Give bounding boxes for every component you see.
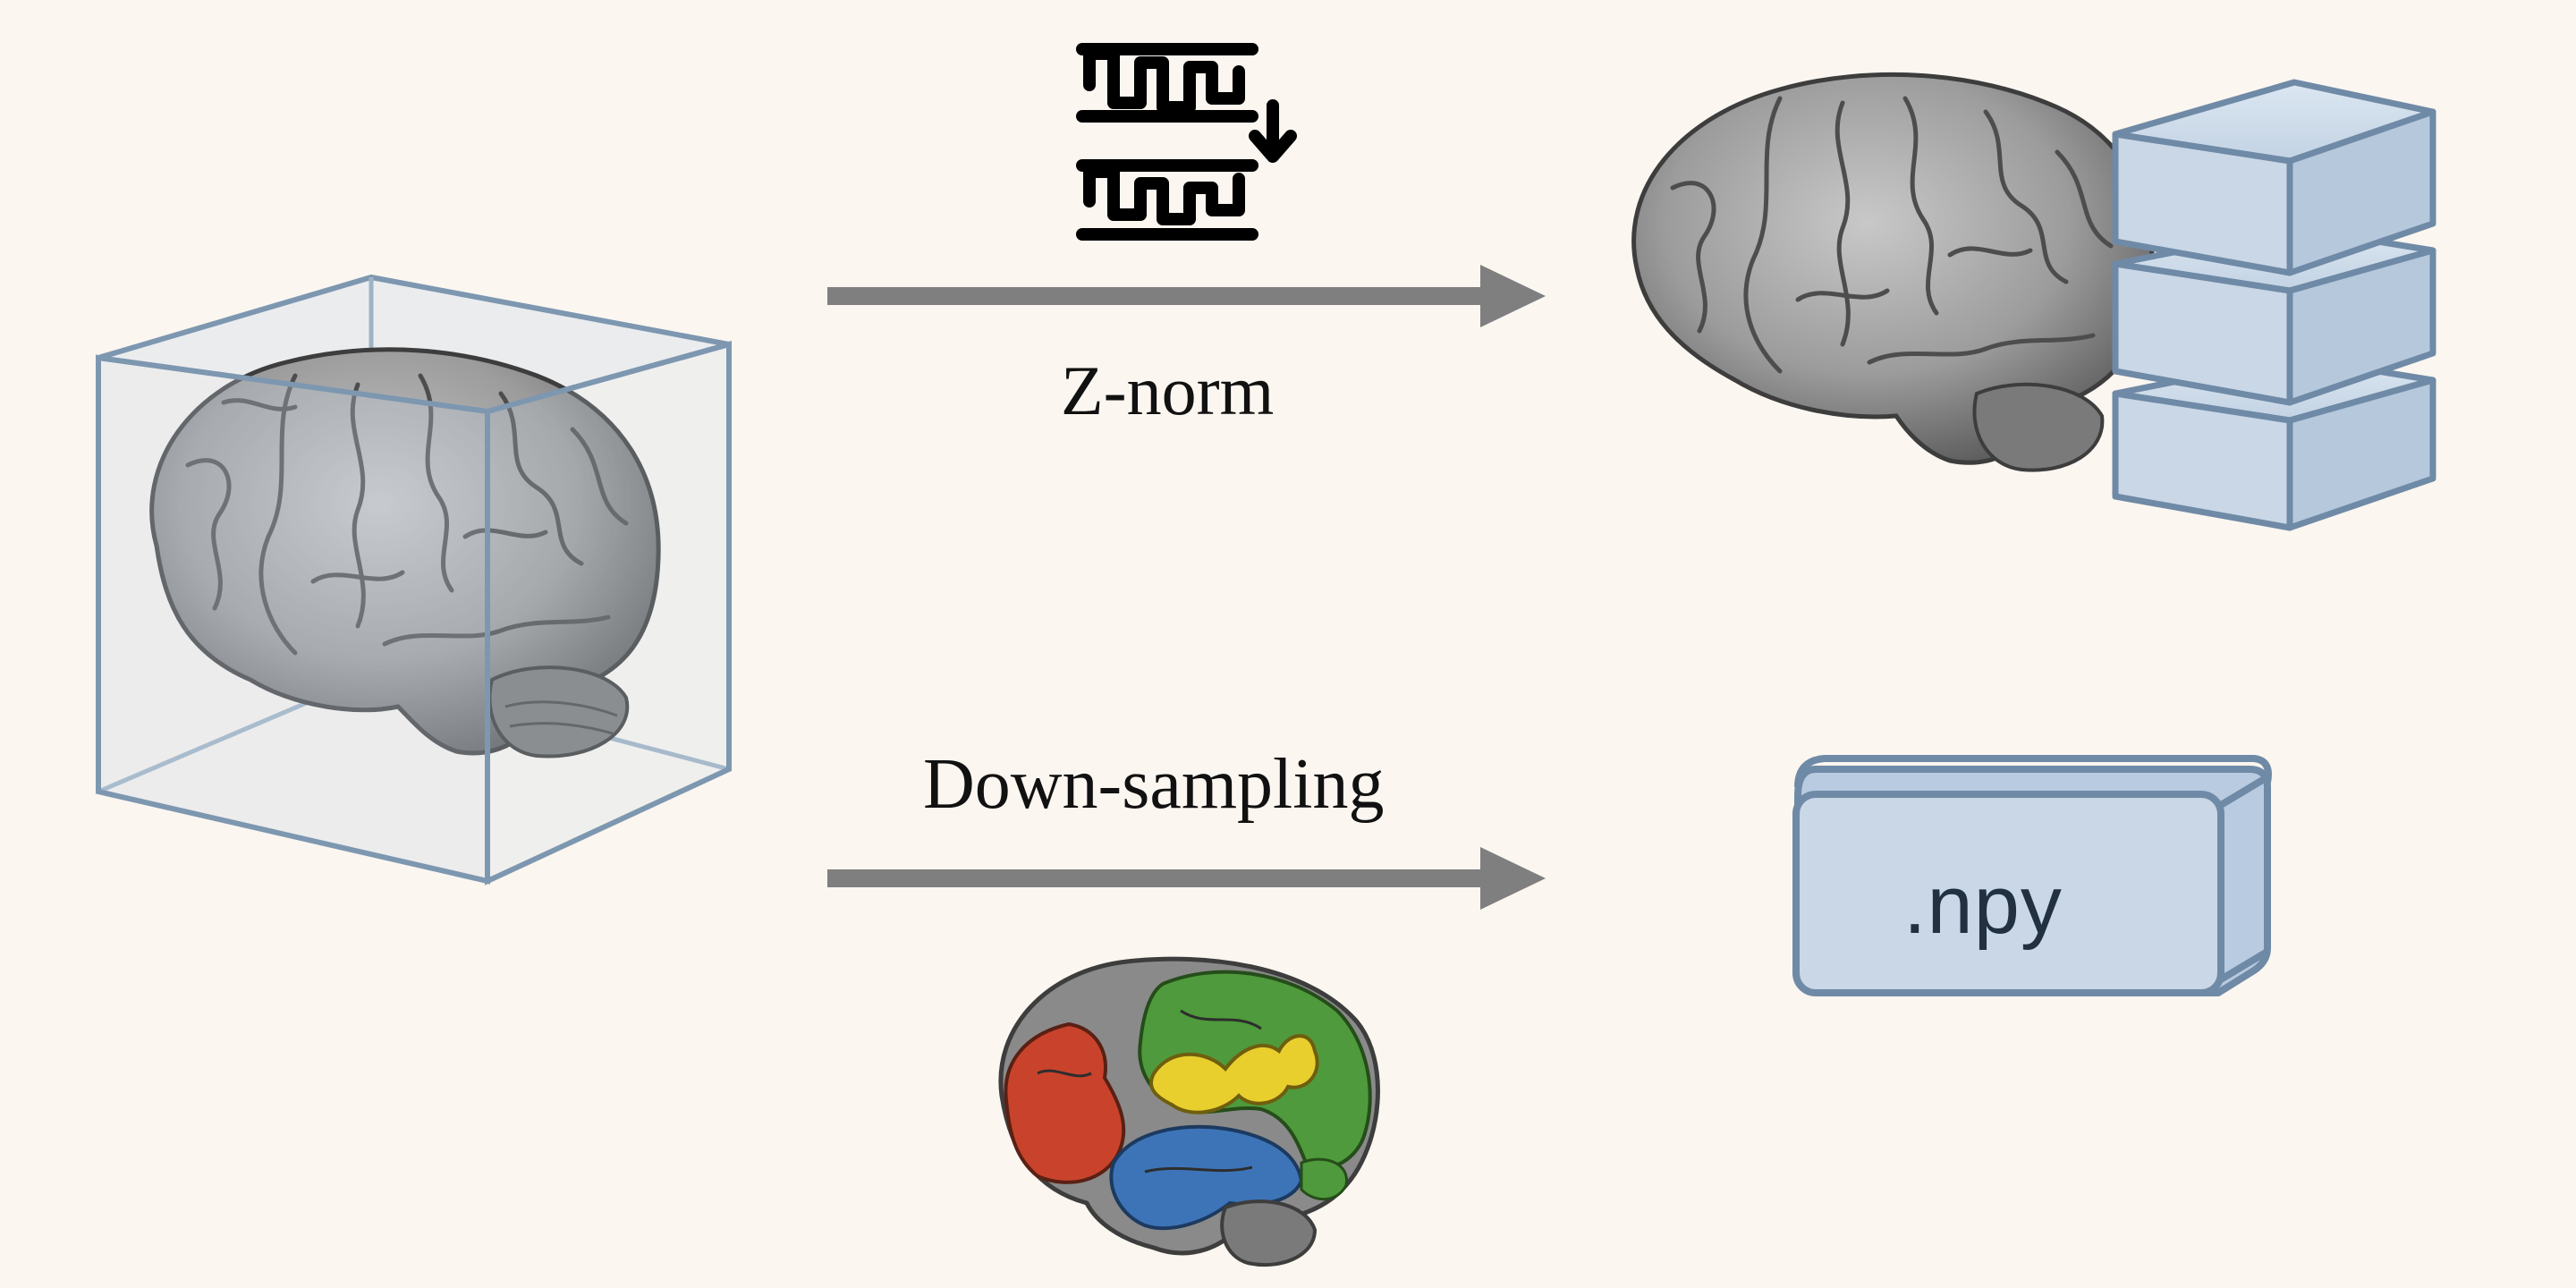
downsampling-label: Down-sampling <box>923 745 1385 824</box>
brain-with-stacked-blocks-icon <box>1631 72 2436 531</box>
npy-file-block-icon <box>1792 755 2272 996</box>
brain-in-box-icon <box>96 274 732 886</box>
znorm-arrow <box>827 265 1546 327</box>
parcellated-brain-icon <box>998 956 1380 1267</box>
stacked-blocks <box>2112 79 2436 531</box>
znorm-label: Z-norm <box>1061 352 1275 429</box>
signal-normalization-icon <box>1076 43 1297 241</box>
normalized-brain <box>1631 72 2155 472</box>
input-brain <box>149 347 661 758</box>
region-red <box>1004 1021 1126 1184</box>
npy-file-label: .npy <box>1903 860 2063 951</box>
downsampling-arrow <box>827 847 1546 910</box>
region-yellow <box>1148 1034 1319 1114</box>
